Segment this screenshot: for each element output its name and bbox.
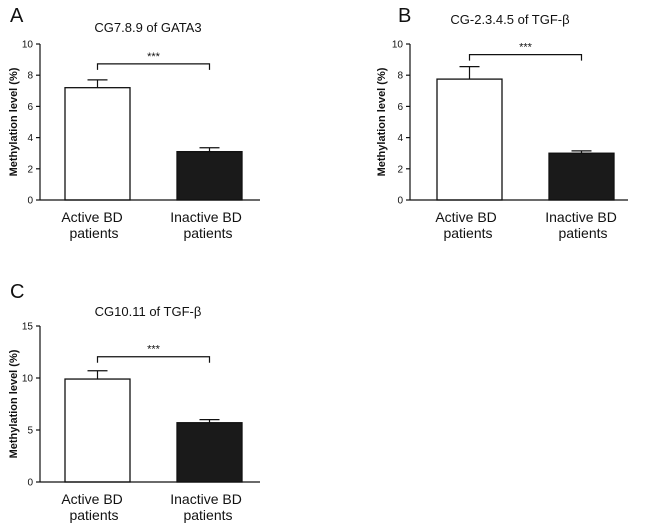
significance-bracket-c bbox=[96, 356, 211, 363]
y-tick-label-a: 8 bbox=[27, 71, 33, 82]
y-tick-label-a: 2 bbox=[27, 164, 33, 175]
y-tick-label-c: 5 bbox=[27, 426, 33, 437]
category-label-active-b-line2: patients bbox=[443, 225, 492, 241]
y-tick-label-b: 2 bbox=[397, 164, 403, 175]
bar-inactive-a bbox=[176, 150, 243, 201]
significance-label-b: *** bbox=[519, 42, 533, 54]
category-label-active-b: Active BD patients bbox=[435, 209, 500, 241]
significance-label-c: *** bbox=[147, 344, 161, 356]
bar-inactive-b bbox=[548, 152, 615, 201]
bar-active-a bbox=[64, 87, 131, 201]
chart-title-b: CG-2.3.4.5 of TGF-β bbox=[450, 12, 569, 27]
y-tick-label-b: 8 bbox=[397, 71, 403, 82]
y-ticks-c: 0 5 10 15 bbox=[22, 322, 40, 489]
category-label-inactive-b-line1: Inactive BD bbox=[545, 209, 617, 225]
chart-panel-b: B CG-2.3.4.5 of TGF-β Methylation level … bbox=[376, 5, 628, 241]
panel-letter-a: A bbox=[10, 5, 24, 27]
significance-bracket-b bbox=[468, 54, 583, 61]
category-label-inactive-a: Inactive BD patients bbox=[170, 209, 245, 241]
y-tick-label-a: 0 bbox=[27, 196, 33, 207]
chart-panel-c: C CG10.11 of TGF-β Methylation level (%)… bbox=[8, 281, 260, 523]
bar-inactive-c bbox=[176, 422, 243, 483]
category-label-active-c-line1: Active BD bbox=[61, 491, 122, 507]
bars-c bbox=[64, 370, 243, 483]
category-label-active-c-line2: patients bbox=[69, 507, 118, 523]
category-label-active-c: Active BD patients bbox=[61, 491, 126, 523]
y-ticks-b: 0 2 4 6 8 10 bbox=[392, 40, 410, 207]
category-label-inactive-b-line2: patients bbox=[558, 225, 607, 241]
category-label-inactive-a-line1: Inactive BD bbox=[170, 209, 242, 225]
category-label-active-b-line1: Active BD bbox=[435, 209, 496, 225]
bars-b bbox=[436, 66, 615, 201]
significance-label-a: *** bbox=[147, 51, 161, 63]
category-label-inactive-c-line2: patients bbox=[183, 507, 232, 523]
y-tick-label-b: 6 bbox=[397, 102, 403, 113]
panel-letter-b: B bbox=[398, 5, 411, 27]
y-axis-label-b: Methylation level (%) bbox=[376, 67, 388, 176]
category-labels-b: Active BD patients Inactive BD patients bbox=[435, 209, 620, 241]
y-tick-label-b: 4 bbox=[397, 133, 403, 144]
y-tick-label-c: 10 bbox=[22, 374, 34, 385]
y-tick-label-b: 10 bbox=[392, 40, 404, 51]
category-label-active-a-line2: patients bbox=[69, 225, 118, 241]
y-axis-label-a: Methylation level (%) bbox=[8, 67, 20, 176]
y-tick-label-c: 15 bbox=[22, 322, 34, 333]
chart-title-a: CG7.8.9 of GATA3 bbox=[94, 20, 201, 35]
bars-a bbox=[64, 79, 243, 201]
bar-active-b bbox=[436, 78, 503, 201]
category-label-inactive-c-line1: Inactive BD bbox=[170, 491, 242, 507]
significance-bracket-a bbox=[96, 63, 211, 70]
y-tick-label-a: 10 bbox=[22, 40, 34, 51]
y-tick-label-c: 0 bbox=[27, 478, 33, 489]
y-tick-label-a: 4 bbox=[27, 133, 33, 144]
category-label-active-a-line1: Active BD bbox=[61, 209, 122, 225]
chart-panel-a: A CG7.8.9 of GATA3 Methylation level (%)… bbox=[8, 5, 260, 241]
category-labels-a: Active BD patients Inactive BD patients bbox=[61, 209, 245, 241]
y-axis-label-c: Methylation level (%) bbox=[8, 349, 20, 458]
category-label-active-a: Active BD patients bbox=[61, 209, 126, 241]
chart-title-c: CG10.11 of TGF-β bbox=[95, 304, 202, 319]
significance-c: *** bbox=[96, 344, 211, 363]
panel-letter-c: C bbox=[10, 281, 24, 303]
category-label-inactive-c: Inactive BD patients bbox=[170, 491, 245, 523]
significance-a: *** bbox=[96, 51, 211, 70]
category-label-inactive-b: Inactive BD patients bbox=[545, 209, 620, 241]
y-tick-label-a: 6 bbox=[27, 102, 33, 113]
significance-b: *** bbox=[468, 42, 583, 61]
y-ticks-a: 0 2 4 6 8 10 bbox=[22, 40, 40, 207]
category-labels-c: Active BD patients Inactive BD patients bbox=[61, 491, 245, 523]
category-label-inactive-a-line2: patients bbox=[183, 225, 232, 241]
y-tick-label-b: 0 bbox=[397, 196, 403, 207]
bar-active-c bbox=[64, 378, 131, 483]
